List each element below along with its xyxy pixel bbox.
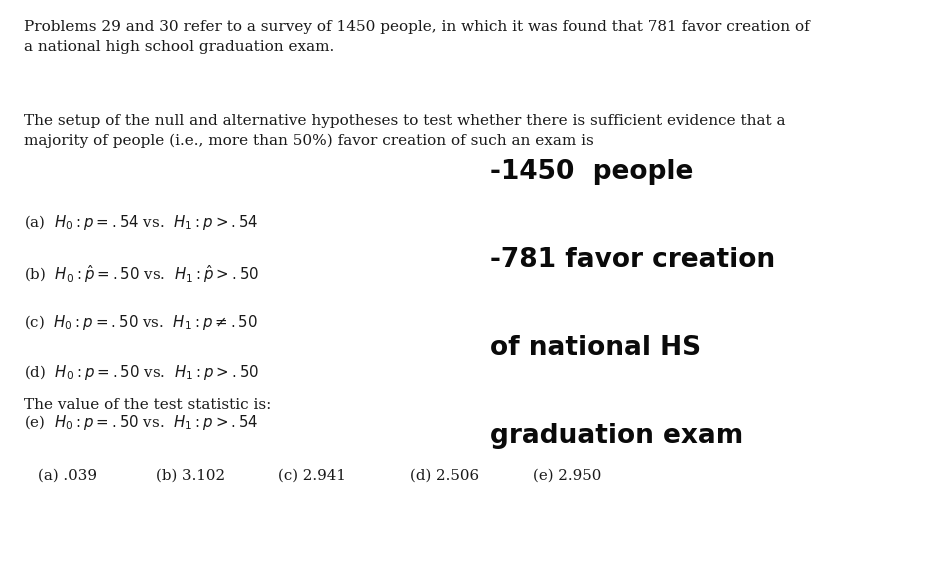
Text: (e)  $H_0 : p = .50$ vs.  $H_1 : p > .54$: (e) $H_0 : p = .50$ vs. $H_1 : p > .54$: [24, 413, 258, 432]
Text: (a) .039: (a) .039: [38, 469, 97, 483]
Text: -781 favor creation: -781 favor creation: [490, 247, 775, 273]
Text: (e) 2.950: (e) 2.950: [533, 469, 602, 483]
Text: (b)  $H_0 : \hat{p} = .50$ vs.  $H_1 : \hat{p} > .50$: (b) $H_0 : \hat{p} = .50$ vs. $H_1 : \ha…: [24, 263, 258, 285]
Text: The setup of the null and alternative hypotheses to test whether there is suffic: The setup of the null and alternative hy…: [24, 114, 786, 148]
Text: -1450  people: -1450 people: [490, 159, 694, 185]
Text: (b) 3.102: (b) 3.102: [156, 469, 224, 483]
Text: (a)  $H_0 : p = .54$ vs.  $H_1 : p > .54$: (a) $H_0 : p = .54$ vs. $H_1 : p > .54$: [24, 213, 258, 232]
Text: (d)  $H_0 : p = .50$ vs.  $H_1 : p > .50$: (d) $H_0 : p = .50$ vs. $H_1 : p > .50$: [24, 363, 258, 382]
Text: The value of the test statistic is:: The value of the test statistic is:: [24, 398, 271, 412]
Text: graduation exam: graduation exam: [490, 423, 744, 449]
Text: Problems 29 and 30 refer to a survey of 1450 people, in which it was found that : Problems 29 and 30 refer to a survey of …: [24, 20, 809, 54]
Text: of national HS: of national HS: [490, 335, 702, 361]
Text: (d) 2.506: (d) 2.506: [410, 469, 479, 483]
Text: (c)  $H_0 : p = .50$ vs.  $H_1 : p \neq .50$: (c) $H_0 : p = .50$ vs. $H_1 : p \neq .5…: [24, 313, 257, 332]
Text: (c) 2.941: (c) 2.941: [278, 469, 346, 483]
